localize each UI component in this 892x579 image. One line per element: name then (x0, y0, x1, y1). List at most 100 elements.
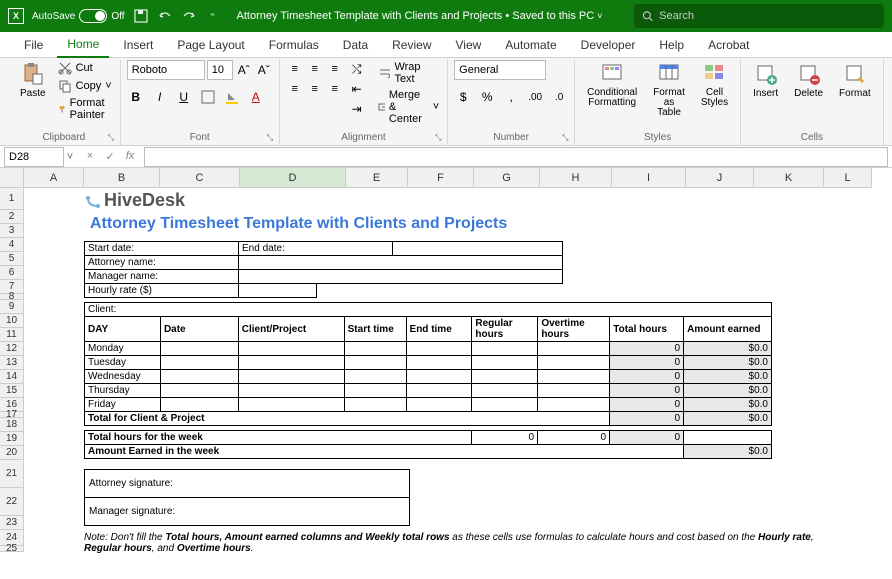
font-name-input[interactable] (127, 60, 205, 80)
tab-automate[interactable]: Automate (495, 34, 566, 57)
day-row[interactable]: Friday0$0.0 (85, 398, 772, 412)
format-as-table-button[interactable]: Format as Table (647, 60, 691, 120)
col-header-k[interactable]: K (754, 168, 824, 188)
col-header-a[interactable]: A (24, 168, 84, 188)
undo-icon[interactable] (157, 8, 173, 24)
decrease-decimal-button[interactable]: .0 (550, 88, 568, 106)
name-box-dropdown-icon[interactable]: ˅ (64, 151, 76, 163)
row-header-13[interactable]: 13 (0, 356, 24, 370)
row-header-14[interactable]: 14 (0, 370, 24, 384)
accounting-format-button[interactable]: $ (454, 88, 472, 106)
fill-color-button[interactable] (223, 88, 241, 106)
alignment-launcher-icon[interactable]: ⤡ (435, 133, 445, 143)
hourly-rate-cell[interactable] (239, 284, 317, 298)
signature-box[interactable]: Attorney signature: Manager signature: (84, 469, 410, 526)
delete-cells-button[interactable]: Delete (788, 60, 829, 101)
day-row[interactable]: Tuesday0$0.0 (85, 356, 772, 370)
number-format-input[interactable] (454, 60, 546, 80)
tab-acrobat[interactable]: Acrobat (698, 34, 759, 57)
col-header-l[interactable]: L (824, 168, 872, 188)
align-right-button[interactable]: ≡ (326, 80, 344, 98)
increase-indent-button[interactable]: ⇥ (348, 100, 366, 118)
tab-page-layout[interactable]: Page Layout (167, 34, 254, 57)
col-header-f[interactable]: F (408, 168, 474, 188)
format-painter-button[interactable]: Format Painter (56, 96, 114, 122)
row-header-5[interactable]: 5 (0, 252, 24, 266)
format-cells-button[interactable]: Format (833, 60, 877, 101)
bold-button[interactable]: B (127, 88, 145, 106)
row-header-1[interactable]: 1 (0, 188, 24, 210)
align-top-center-button[interactable]: ≡ (306, 60, 324, 78)
col-header-e[interactable]: E (346, 168, 408, 188)
tab-home[interactable]: Home (57, 33, 109, 58)
fx-icon[interactable]: fx (122, 150, 138, 163)
row-header-11[interactable]: 11 (0, 328, 24, 342)
col-header-h[interactable]: H (540, 168, 612, 188)
cut-button[interactable]: Cut (56, 60, 114, 76)
row-header-15[interactable]: 15 (0, 384, 24, 398)
copy-button[interactable]: Copy ˅ (56, 78, 114, 94)
align-top-left-button[interactable]: ≡ (286, 60, 304, 78)
row-header-19[interactable]: 19 (0, 432, 24, 446)
name-box[interactable]: D28 (4, 147, 64, 167)
meta-table[interactable]: Start date:End date: Attorney name: Mana… (84, 241, 563, 284)
tab-data[interactable]: Data (333, 34, 378, 57)
end-date-cell[interactable] (393, 242, 563, 256)
cancel-formula-icon[interactable]: × (82, 150, 98, 163)
comma-format-button[interactable]: , (502, 88, 520, 106)
enter-formula-icon[interactable]: ✓ (102, 150, 118, 163)
attorney-name-cell[interactable] (239, 256, 563, 270)
font-launcher-icon[interactable]: ⤡ (267, 133, 277, 143)
underline-button[interactable]: U (175, 88, 193, 106)
align-center-button[interactable]: ≡ (306, 80, 324, 98)
tab-insert[interactable]: Insert (113, 34, 163, 57)
font-color-button[interactable]: A (247, 88, 265, 106)
cell-styles-button[interactable]: Cell Styles (695, 60, 734, 110)
italic-button[interactable]: I (151, 88, 169, 106)
col-header-g[interactable]: G (474, 168, 540, 188)
row-header-20[interactable]: 20 (0, 446, 24, 460)
row-header-9[interactable]: 9 (0, 300, 24, 314)
row-header-18[interactable]: 18 (0, 418, 24, 432)
save-icon[interactable] (133, 8, 149, 24)
search-box[interactable] (634, 4, 884, 28)
decrease-indent-button[interactable]: ⇤ (348, 80, 366, 98)
border-button[interactable] (199, 88, 217, 106)
tab-help[interactable]: Help (649, 34, 694, 57)
row-header-12[interactable]: 12 (0, 342, 24, 356)
increase-font-icon[interactable]: Aˆ (235, 61, 253, 79)
tab-view[interactable]: View (446, 34, 492, 57)
clipboard-launcher-icon[interactable]: ⤡ (108, 133, 118, 143)
font-size-input[interactable] (207, 60, 233, 80)
col-header-i[interactable]: I (612, 168, 686, 188)
number-launcher-icon[interactable]: ⤡ (562, 133, 572, 143)
merge-center-button[interactable]: Merge & Center ˅ (376, 88, 441, 126)
tab-formulas[interactable]: Formulas (259, 34, 329, 57)
redo-icon[interactable] (181, 8, 197, 24)
rate-table[interactable]: Hourly rate ($) (84, 283, 317, 298)
row-header-3[interactable]: 3 (0, 224, 24, 238)
col-header-d[interactable]: D (240, 168, 346, 188)
row-header-2[interactable]: 2 (0, 210, 24, 224)
insert-cells-button[interactable]: Insert (747, 60, 784, 101)
day-row[interactable]: Wednesday0$0.0 (85, 370, 772, 384)
tab-file[interactable]: File (14, 34, 53, 57)
orientation-button[interactable]: ⤭ (348, 60, 366, 78)
row-header-10[interactable]: 10 (0, 314, 24, 328)
week-totals-table[interactable]: Total hours for the week 0 0 0 Amount Ea… (84, 430, 772, 459)
wrap-text-button[interactable]: Wrap Text (376, 60, 441, 86)
align-left-button[interactable]: ≡ (286, 80, 304, 98)
qat-dropdown-icon[interactable]: ⁼ (205, 8, 221, 24)
autosave-toggle[interactable]: AutoSave Off (32, 9, 125, 23)
day-row[interactable]: Monday0$0.0 (85, 342, 772, 356)
days-table[interactable]: Client: DAY Date Client/Project Start ti… (84, 302, 772, 426)
conditional-formatting-button[interactable]: Conditional Formatting (581, 60, 643, 110)
col-header-c[interactable]: C (160, 168, 240, 188)
increase-decimal-button[interactable]: .00 (526, 88, 544, 106)
row-header-21[interactable]: 21 (0, 460, 24, 488)
day-row[interactable]: Thursday0$0.0 (85, 384, 772, 398)
row-header-4[interactable]: 4 (0, 238, 24, 252)
row-header-25[interactable]: 25 (0, 546, 24, 552)
select-all-corner[interactable] (0, 168, 24, 188)
align-top-right-button[interactable]: ≡ (326, 60, 344, 78)
